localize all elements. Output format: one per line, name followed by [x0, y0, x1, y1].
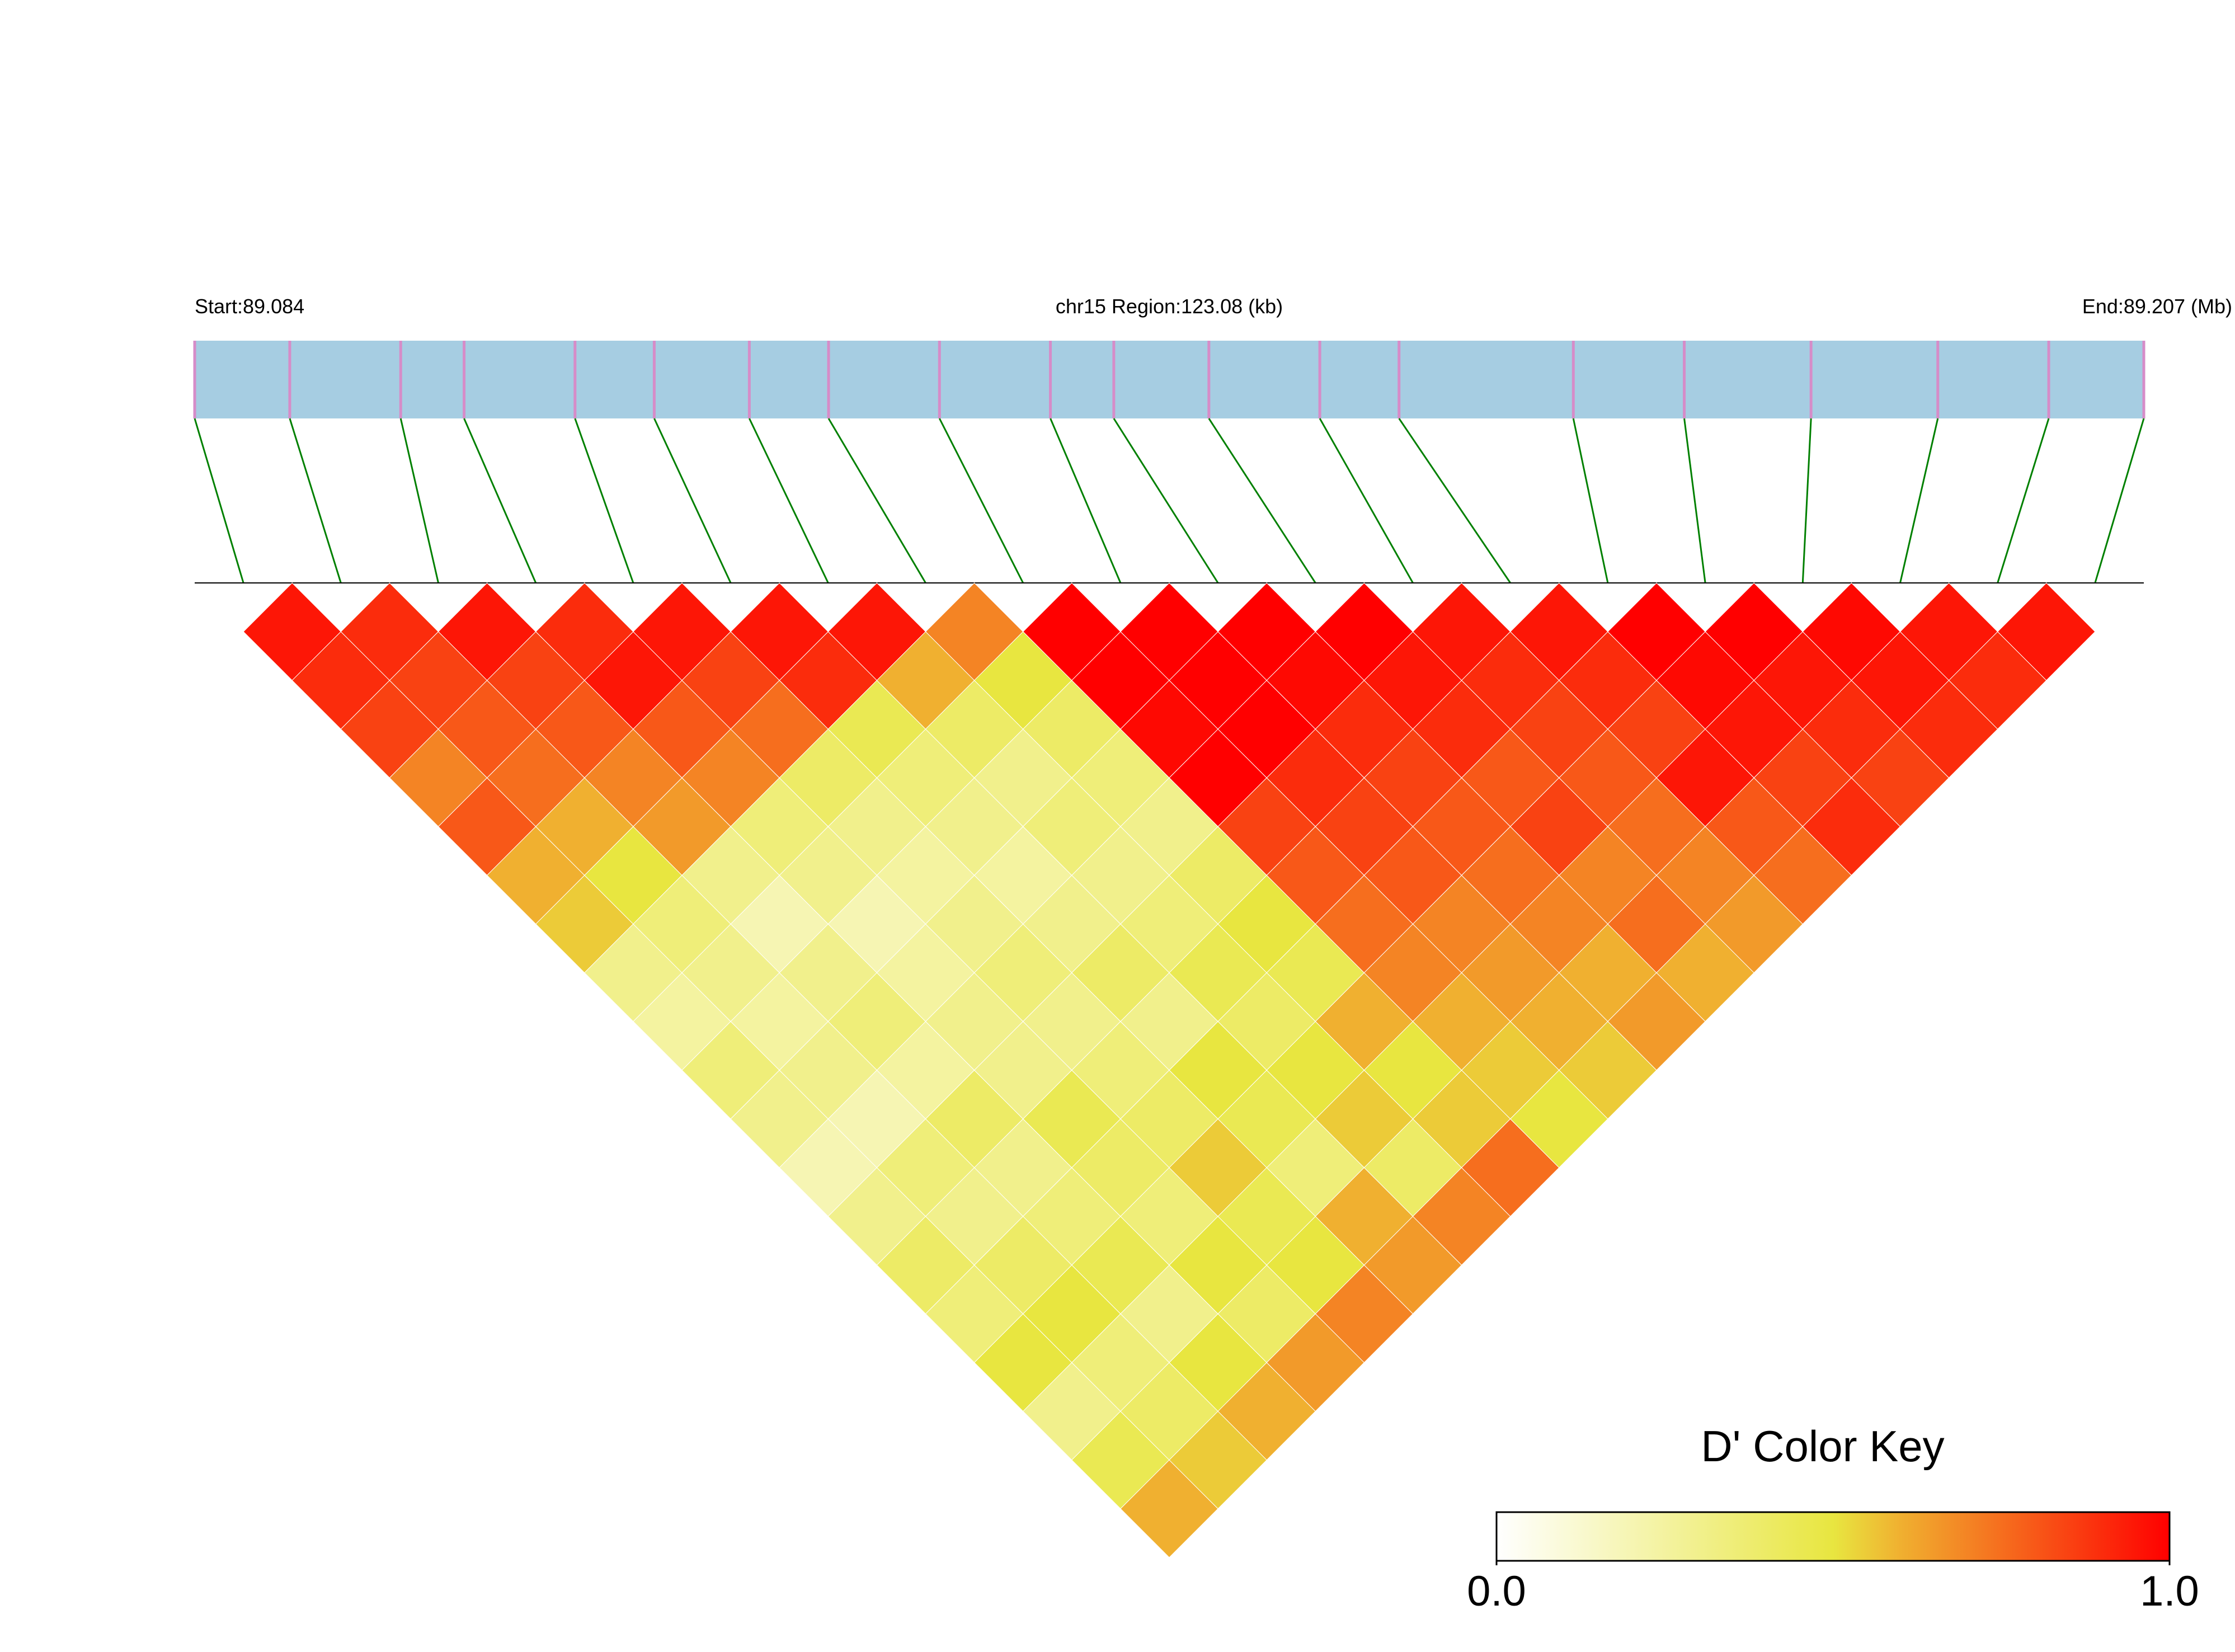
- snp-link: [1050, 418, 1122, 583]
- snp-link: [1997, 418, 2050, 583]
- snp-link: [749, 418, 829, 583]
- color-key-tick-label: 1.0: [2140, 1568, 2199, 1615]
- region-label: chr15 Region:123.08 (kb): [1056, 295, 1283, 318]
- snp-link: [1398, 418, 1511, 583]
- snp-link: [574, 418, 634, 583]
- ld-cell: [1997, 582, 2096, 681]
- snp-link: [463, 418, 537, 583]
- start-label: Start:89.084: [195, 295, 304, 318]
- snp-link: [1683, 418, 1706, 583]
- snp-link: [399, 418, 439, 583]
- color-key-tick-label: 0.0: [1467, 1568, 1526, 1615]
- end-label: End:89.207 (Mb): [2082, 295, 2232, 318]
- snp-link: [2094, 418, 2145, 583]
- snp-track: [195, 341, 2144, 418]
- snp-link: [827, 418, 926, 583]
- snp-link: [1801, 418, 1812, 583]
- color-key-title: D' Color Key: [1701, 1422, 1944, 1471]
- color-key-bar: [1495, 1511, 2171, 1562]
- snp-link: [1208, 418, 1316, 583]
- snp-link: [194, 418, 244, 583]
- snp-link: [938, 418, 1024, 583]
- snp-link: [1113, 418, 1219, 583]
- snp-link: [1319, 418, 1414, 583]
- snp-link: [289, 418, 342, 583]
- snp-link: [1572, 418, 1609, 583]
- snp-link: [653, 418, 732, 583]
- snp-link: [1899, 418, 1939, 583]
